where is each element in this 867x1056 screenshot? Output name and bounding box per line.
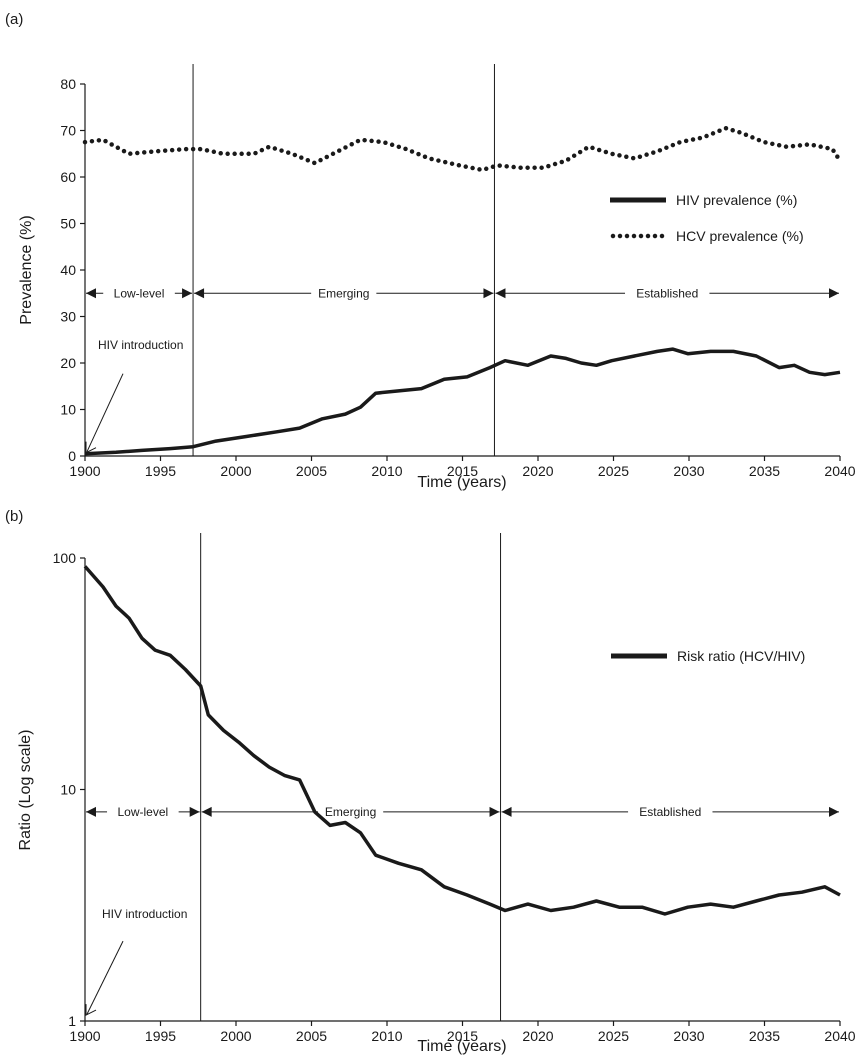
legend-label-hiv: HIV prevalence (%) [676, 192, 797, 208]
panel-b-y-ticks: 1 10 100 [53, 550, 85, 1029]
panel-a-phase-boundaries [192, 64, 495, 456]
x-tick-label: 2010 [371, 463, 402, 479]
panel-b-legend: Risk ratio (HCV/HIV) [611, 648, 805, 664]
y-tick-label: 10 [60, 782, 76, 798]
panel-a-x-ticks: 1900 1995 2000 2005 2010 2015 2020 2025 2030 2035… [69, 456, 856, 479]
x-tick-label: 2005 [296, 1028, 327, 1044]
x-tick-label: 1995 [145, 1028, 176, 1044]
phase-arrowhead-left [201, 806, 212, 817]
phase-arrowhead-left [86, 806, 96, 817]
panel-a-series [82, 125, 843, 456]
x-tick-label: 2015 [447, 1028, 478, 1044]
y-tick-label: 60 [60, 169, 76, 185]
x-tick-label: 2025 [598, 463, 629, 479]
x-tick-label: 2020 [522, 463, 553, 479]
phase-arrowhead-left [194, 288, 205, 299]
legend-label-hcv: HCV prevalence (%) [676, 228, 804, 244]
panel-a-y-ticks: 0 10 20 30 40 50 60 70 80 [60, 76, 85, 464]
x-tick-label: 2040 [824, 463, 855, 479]
x-tick-label: 1900 [69, 1028, 100, 1044]
panel-a-legend: HIV prevalence (%) HCV prevalence (%) [610, 192, 804, 244]
x-tick-label: 2030 [673, 1028, 704, 1044]
x-tick-label: 2035 [749, 463, 780, 479]
panel-b-x-axis-title: Time (years) [417, 1038, 506, 1055]
phase-label-established: Established [639, 805, 701, 819]
panel-a-phase-labels: Low-level Emerging Established [114, 286, 699, 300]
panel-b-phase-arrows [86, 806, 839, 817]
phase-arrowhead-right [489, 806, 500, 817]
panel-a-x-axis-title: Time (years) [417, 474, 506, 491]
series-line-hcv-prevalence [82, 125, 843, 173]
x-tick-label: 2035 [749, 1028, 780, 1044]
y-tick-label: 70 [60, 123, 76, 139]
phase-arrowhead-right [182, 288, 193, 299]
x-tick-label: 2010 [371, 1028, 402, 1044]
y-tick-label: 0 [68, 448, 76, 464]
x-tick-label: 1900 [69, 463, 100, 479]
phase-arrowhead-left [86, 288, 96, 299]
y-tick-label: 100 [53, 550, 77, 566]
y-tick-label: 10 [60, 402, 76, 418]
phase-arrowhead-left [501, 806, 512, 817]
phase-arrowhead-right [483, 288, 494, 299]
x-tick-label: 1995 [145, 463, 176, 479]
hiv-introduction-label: HIV introduction [102, 907, 187, 921]
panel-a-phase-arrows [86, 288, 839, 299]
x-tick-label: 2020 [522, 1028, 553, 1044]
panel-b-series [83, 565, 841, 916]
phase-label-low-level: Low-level [117, 805, 168, 819]
x-tick-label: 2040 [824, 1028, 855, 1044]
panel-b-label: (b) [5, 508, 23, 525]
panel-b: (b) 1 10 100 1900 1995 2000 2005 2010 2015 2020 2… [5, 508, 856, 1055]
panel-a-annotation: HIV introduction [85, 338, 183, 454]
panel-b-axes: 1 10 100 1900 1995 2000 2005 2010 2015 2020 2025 2… [17, 550, 856, 1055]
panel-b-y-axis-title: Ratio (Log scale) [17, 730, 34, 851]
hiv-introduction-arrowhead [85, 1004, 97, 1016]
y-tick-label: 1 [68, 1013, 76, 1029]
phase-arrowhead-right [189, 806, 200, 817]
series-line-risk-ratio-hcv-hiv [83, 565, 841, 916]
phase-arrowhead-right [829, 288, 839, 299]
phase-label-established: Established [636, 286, 698, 300]
phase-label-emerging: Emerging [325, 805, 376, 819]
panel-b-phase-boundaries [200, 533, 502, 1021]
phase-arrowhead-left [495, 288, 506, 299]
phase-label-emerging: Emerging [318, 286, 369, 300]
phase-label-low-level: Low-level [114, 286, 165, 300]
hiv-introduction-arrow [86, 373, 124, 452]
phase-arrowhead-right [829, 806, 839, 817]
panel-a-y-axis-title: Prevalence (%) [18, 215, 35, 324]
x-tick-label: 2025 [598, 1028, 629, 1044]
x-tick-label: 2000 [220, 463, 251, 479]
panel-b-phase-labels: Low-level Emerging Established [117, 805, 701, 819]
y-tick-label: 20 [60, 355, 76, 371]
x-tick-label: 2030 [673, 463, 704, 479]
panel-b-x-ticks: 1900 1995 2000 2005 2010 2015 2020 2025 2030 2035… [69, 1021, 856, 1044]
legend-label-risk-ratio: Risk ratio (HCV/HIV) [677, 648, 805, 664]
hiv-introduction-label: HIV introduction [98, 338, 183, 352]
x-tick-label: 2005 [296, 463, 327, 479]
hiv-introduction-arrowhead [85, 441, 97, 454]
panel-a-label: (a) [5, 11, 23, 28]
series-line-hiv-prevalence [84, 347, 841, 456]
panel-b-annotation: HIV introduction [85, 907, 187, 1016]
y-tick-label: 50 [60, 216, 76, 232]
y-tick-label: 40 [60, 262, 76, 278]
y-tick-label: 80 [60, 76, 76, 92]
hiv-introduction-arrow [86, 940, 124, 1015]
y-tick-label: 30 [60, 309, 76, 325]
x-tick-label: 2015 [447, 463, 478, 479]
x-tick-label: 2000 [220, 1028, 251, 1044]
